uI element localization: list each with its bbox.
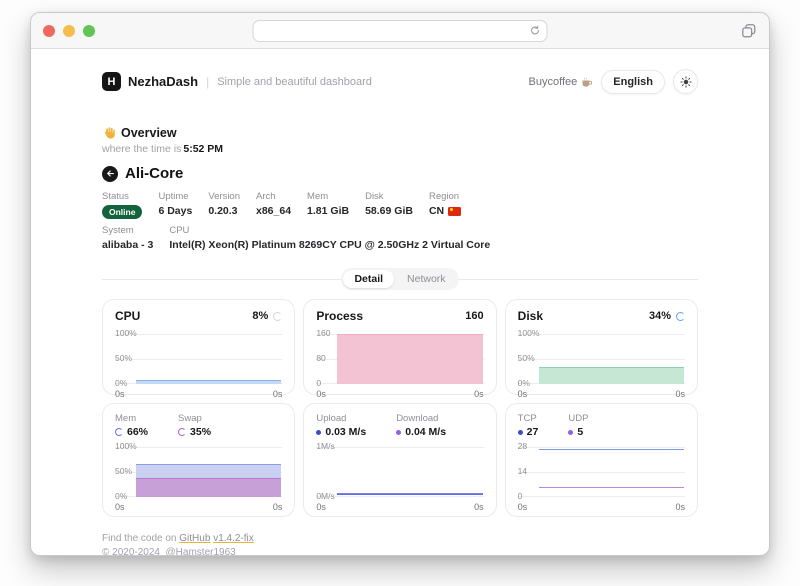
cpu-card-title: CPU: [115, 309, 141, 323]
process-chart: 160 80 0: [316, 329, 484, 388]
detail-arch: Arch x86_64: [256, 191, 292, 217]
browser-window: H NezhaDash | Simple and beautiful dashb…: [30, 12, 770, 556]
loading-spinner-icon: [273, 311, 283, 321]
Disk usage-series: [538, 367, 684, 384]
detail-region: Region CN: [429, 191, 462, 219]
detail-status: Status Online: [102, 191, 143, 219]
detail-disk: Disk 58.69 GiB: [365, 191, 413, 217]
window-controls: [43, 24, 95, 37]
Process count-series: [337, 334, 483, 384]
CPU usage-series: [136, 380, 282, 384]
nezhadash-logo: H: [102, 72, 121, 91]
cpu-card: CPU 8% 100% 50% 0% 0s 0s: [102, 299, 296, 399]
mem-legend: Mem 66%: [115, 413, 149, 438]
site-header: H NezhaDash | Simple and beautiful dashb…: [102, 69, 698, 94]
server-system-row: System alibaba - 3 CPU Intel(R) Xeon(R) …: [102, 225, 698, 251]
process-current-value: 160: [465, 310, 484, 322]
Upload-series: [337, 493, 483, 495]
network-speed-card: Upload 0.03 M/s Download 0.04 M/s 1M/s 0…: [303, 403, 497, 517]
udp-legend: UDP 5: [568, 413, 589, 438]
mem-spinner-icon: [115, 428, 123, 436]
detail-cpu-model: CPU Intel(R) Xeon(R) Platinum 8269CY CPU…: [169, 225, 491, 251]
mem-swap-chart: 100% 50% 0%: [115, 442, 283, 501]
github-link[interactable]: GitHub: [179, 533, 211, 544]
close-window-button[interactable]: [43, 24, 55, 37]
waving-hand-icon: [102, 126, 116, 140]
china-flag-icon: [448, 206, 462, 216]
server-name: Ali-Core: [125, 165, 184, 182]
language-button[interactable]: English: [601, 69, 665, 94]
disk-card-title: Disk: [517, 309, 544, 323]
buycoffee-link[interactable]: Buycoffee: [529, 76, 594, 88]
detail-system: System alibaba - 3: [102, 225, 154, 251]
theme-toggle-button[interactable]: [673, 69, 698, 94]
overview-section: Overview where the time is 5:52 PM: [102, 126, 698, 155]
TCP-series: [538, 448, 684, 450]
loading-spinner-icon: [675, 311, 685, 321]
download-dot-icon: [396, 429, 402, 435]
dashboard-page: H NezhaDash | Simple and beautiful dashb…: [31, 49, 769, 555]
detail-uptime: Uptime 6 Days: [158, 191, 193, 217]
server-details: Status Online Uptime 6 Days Version 0.20…: [102, 191, 698, 219]
mem-swap-card: Mem 66% Swap 35% 100% 50% 0%: [102, 403, 296, 517]
swap-spinner-icon: [178, 428, 187, 436]
zoom-window-button[interactable]: [83, 24, 95, 37]
app-tagline: Simple and beautiful dashboard: [217, 75, 372, 88]
detail-network-tabs: Detail Network: [102, 267, 698, 290]
tab-overview-icon[interactable]: [741, 23, 757, 39]
cpu-current-value: 8%: [252, 310, 269, 322]
connections-card: TCP 27 UDP 5 28 14 0: [504, 403, 698, 517]
back-button[interactable]: [102, 165, 118, 182]
cpu-chart: 100% 50% 0%: [115, 329, 283, 388]
upload-legend: Upload 0.03 M/s: [316, 413, 367, 438]
app-name: NezhaDash: [128, 74, 199, 89]
minimize-window-button[interactable]: [63, 24, 75, 37]
download-legend: Download 0.04 M/s: [396, 413, 447, 438]
sun-icon: [679, 75, 692, 88]
reload-icon[interactable]: [530, 25, 541, 36]
coffee-icon: [581, 76, 593, 88]
tab-detail[interactable]: Detail: [343, 269, 395, 288]
Swap-series: [136, 478, 282, 497]
status-badge: Online: [102, 205, 143, 219]
process-card-title: Process: [316, 309, 364, 323]
overview-title: Overview: [121, 126, 177, 140]
disk-current-value: 34%: [648, 310, 671, 322]
browser-chrome: [31, 13, 769, 49]
site-footer: Find the code on GitHub v1.4.2-fix © 202…: [102, 533, 698, 555]
tcp-legend: TCP 27: [517, 413, 539, 438]
copyright: © 2020-2024 @Hamster1963: [102, 547, 236, 555]
detail-version: Version 0.20.3: [208, 191, 240, 217]
tcp-dot-icon: [517, 429, 523, 435]
udp-dot-icon: [568, 429, 574, 435]
version-link[interactable]: v1.4.2-fix: [213, 533, 254, 544]
network-speed-chart: 1M/s 0M/s: [316, 442, 484, 501]
detail-mem: Mem 1.81 GiB: [307, 191, 350, 217]
connections-chart: 28 14 0: [517, 442, 685, 501]
Download-series: [337, 492, 483, 494]
swap-legend: Swap 35%: [178, 413, 212, 438]
UDP-series: [538, 486, 684, 488]
header-divider: |: [206, 74, 210, 89]
tab-network[interactable]: Network: [407, 272, 446, 285]
overview-time: where the time is 5:52 PM: [102, 143, 224, 155]
address-bar[interactable]: [252, 19, 548, 42]
process-card: Process 160 160 80 0 0s 0s: [303, 299, 497, 399]
upload-dot-icon: [316, 429, 322, 435]
current-time: 5:52 PM: [183, 143, 224, 155]
disk-chart: 100% 50% 0%: [517, 329, 685, 388]
disk-card: Disk 34% 100% 50% 0% 0s 0s: [504, 299, 698, 399]
